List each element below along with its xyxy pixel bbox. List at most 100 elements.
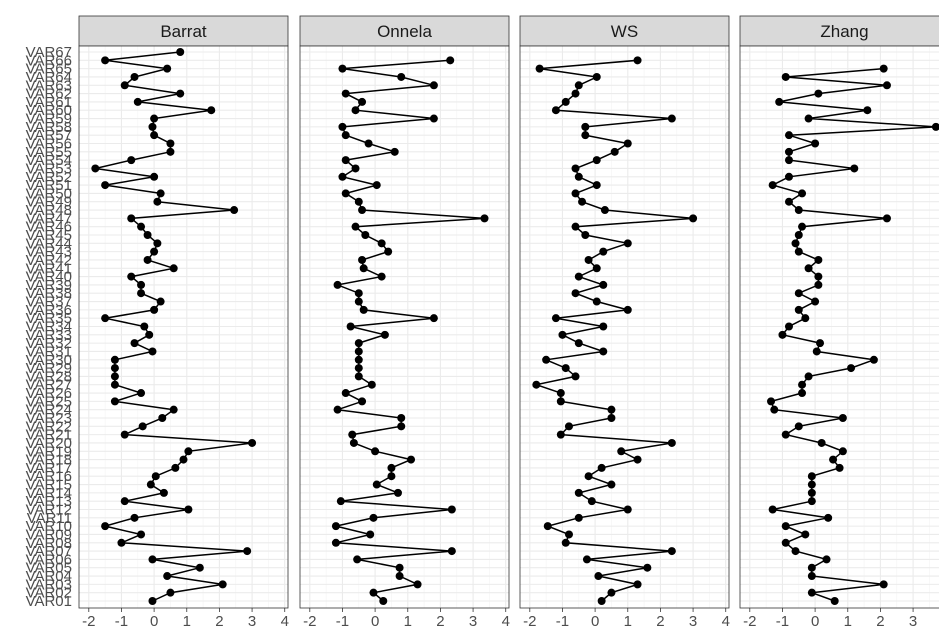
- data-point: [599, 247, 608, 256]
- y-axis-labels: VAR01VAR02VAR03VAR04VAR05VAR06VAR07VAR08…: [26, 44, 72, 610]
- data-point: [364, 139, 373, 148]
- y-tick-label: VAR10: [26, 518, 72, 535]
- data-point: [351, 222, 360, 231]
- x-tick-label: 1: [404, 613, 412, 630]
- data-point: [349, 438, 358, 447]
- y-tick-label: VAR20: [26, 435, 72, 452]
- data-point: [807, 563, 816, 572]
- data-point: [346, 322, 355, 331]
- y-tick-label: VAR14: [26, 485, 72, 502]
- data-point: [561, 97, 570, 106]
- data-point: [794, 305, 803, 314]
- data-point: [822, 555, 831, 564]
- data-point: [354, 297, 363, 306]
- data-point: [633, 56, 642, 65]
- y-tick-label: VAR19: [26, 443, 72, 460]
- data-point: [551, 106, 560, 115]
- data-point: [195, 563, 204, 572]
- data-point: [814, 255, 823, 264]
- data-point: [850, 164, 859, 173]
- data-point: [429, 114, 438, 123]
- y-tick-label: VAR08: [26, 535, 72, 552]
- data-point: [377, 239, 386, 248]
- y-tick-label: VAR27: [26, 377, 72, 394]
- data-point: [379, 597, 388, 605]
- data-point: [882, 214, 891, 223]
- data-point: [130, 339, 139, 348]
- data-point: [184, 505, 193, 514]
- data-point: [333, 280, 342, 289]
- data-point: [778, 330, 787, 339]
- data-point: [163, 572, 172, 581]
- data-point: [127, 214, 136, 223]
- panel-border: [519, 45, 730, 609]
- data-point: [798, 389, 807, 398]
- data-point: [817, 438, 826, 447]
- data-point: [623, 239, 632, 248]
- y-tick-label: VAR25: [26, 393, 72, 410]
- data-point: [581, 122, 590, 131]
- y-tick-label: VAR54: [26, 152, 72, 169]
- data-point: [366, 530, 375, 539]
- data-point: [341, 131, 350, 140]
- data-point: [597, 463, 606, 472]
- data-point: [150, 247, 159, 256]
- data-point: [248, 438, 257, 447]
- y-tick-label: VAR66: [26, 52, 72, 69]
- data-point: [571, 189, 580, 198]
- data-point: [358, 97, 367, 106]
- data-point: [336, 497, 345, 506]
- data-point: [556, 430, 565, 439]
- data-point: [610, 147, 619, 156]
- data-point: [354, 339, 363, 348]
- data-point: [794, 231, 803, 239]
- data-point: [584, 472, 593, 481]
- y-tick-label: VAR21: [26, 427, 72, 444]
- y-tick-label: VAR59: [26, 111, 72, 128]
- data-point: [838, 414, 847, 422]
- data-point: [101, 522, 110, 531]
- y-tick-label: VAR02: [26, 585, 72, 602]
- data-point: [351, 164, 360, 173]
- y-tick-label: VAR06: [26, 551, 72, 568]
- data-point: [824, 513, 833, 522]
- data-point: [784, 197, 793, 206]
- data-point: [587, 497, 596, 506]
- x-tick-label: 2: [436, 613, 444, 630]
- y-tick-label: VAR53: [26, 160, 72, 177]
- data-point: [338, 122, 347, 131]
- x-tick-label: 3: [909, 613, 917, 630]
- y-tick-label: VAR46: [26, 219, 72, 236]
- y-tick-label: VAR58: [26, 119, 72, 136]
- y-tick-label: VAR16: [26, 468, 72, 485]
- data-point: [582, 555, 591, 564]
- data-point: [110, 397, 119, 406]
- data-point: [592, 72, 601, 81]
- y-tick-label: VAR61: [26, 94, 72, 111]
- data-point: [101, 56, 110, 65]
- data-point: [413, 580, 422, 589]
- panel-border: [299, 45, 510, 609]
- y-tick-label: VAR13: [26, 493, 72, 510]
- y-tick-label: VAR32: [26, 335, 72, 352]
- data-point: [584, 255, 593, 264]
- y-tick-label: VAR18: [26, 452, 72, 469]
- data-point: [166, 588, 175, 597]
- data-point: [542, 355, 551, 364]
- y-tick-label: VAR49: [26, 194, 72, 211]
- data-point: [179, 455, 188, 464]
- data-point: [91, 164, 100, 173]
- data-point: [643, 563, 652, 572]
- data-point: [781, 72, 790, 81]
- data-point: [146, 480, 155, 489]
- x-tick-label: -2: [82, 613, 95, 630]
- data-point: [571, 372, 580, 381]
- y-tick-label: VAR42: [26, 252, 72, 269]
- data-point: [597, 597, 606, 605]
- data-point: [341, 89, 350, 98]
- y-tick-label: VAR07: [26, 543, 72, 560]
- data-point: [784, 172, 793, 181]
- data-point: [156, 189, 165, 198]
- data-point: [377, 272, 386, 281]
- data-point: [133, 97, 142, 106]
